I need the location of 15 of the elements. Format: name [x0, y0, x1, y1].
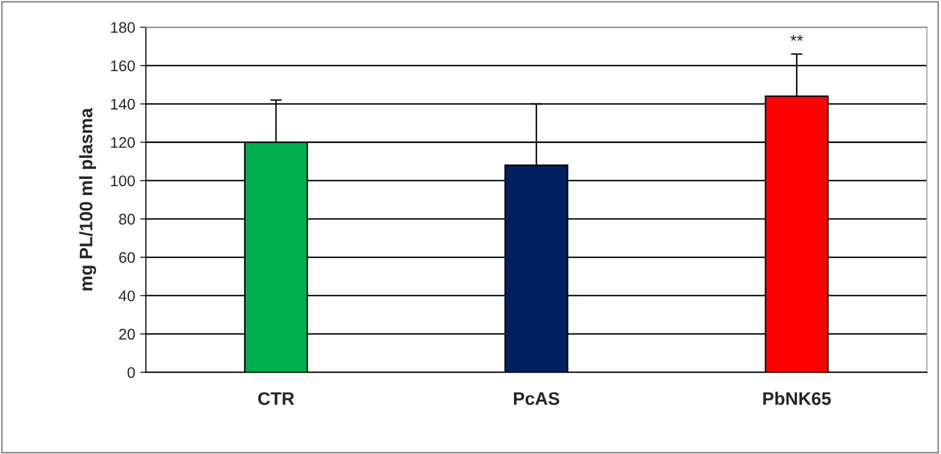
x-tick-label: CTR: [258, 392, 294, 405]
x-tick-label: PbNK65: [763, 392, 831, 405]
y-tick-label: 100: [111, 175, 135, 186]
annotation: **: [790, 34, 803, 41]
y-tick-label: 40: [118, 290, 135, 302]
y-tick-label: 140: [111, 98, 135, 110]
y-tick-label: 160: [111, 60, 135, 72]
y-tick-label: 80: [119, 214, 135, 225]
y-tick-label: 20: [119, 328, 135, 340]
y-axis-title: mg PL/100 ml plasma: [79, 108, 96, 290]
y-tick-label: 180: [111, 22, 135, 33]
x-tick-label: PcAS: [514, 392, 560, 405]
y-tick-label: 0: [128, 367, 135, 378]
y-tick-label: 120: [111, 137, 135, 148]
y-tick-label: 60: [119, 252, 135, 263]
